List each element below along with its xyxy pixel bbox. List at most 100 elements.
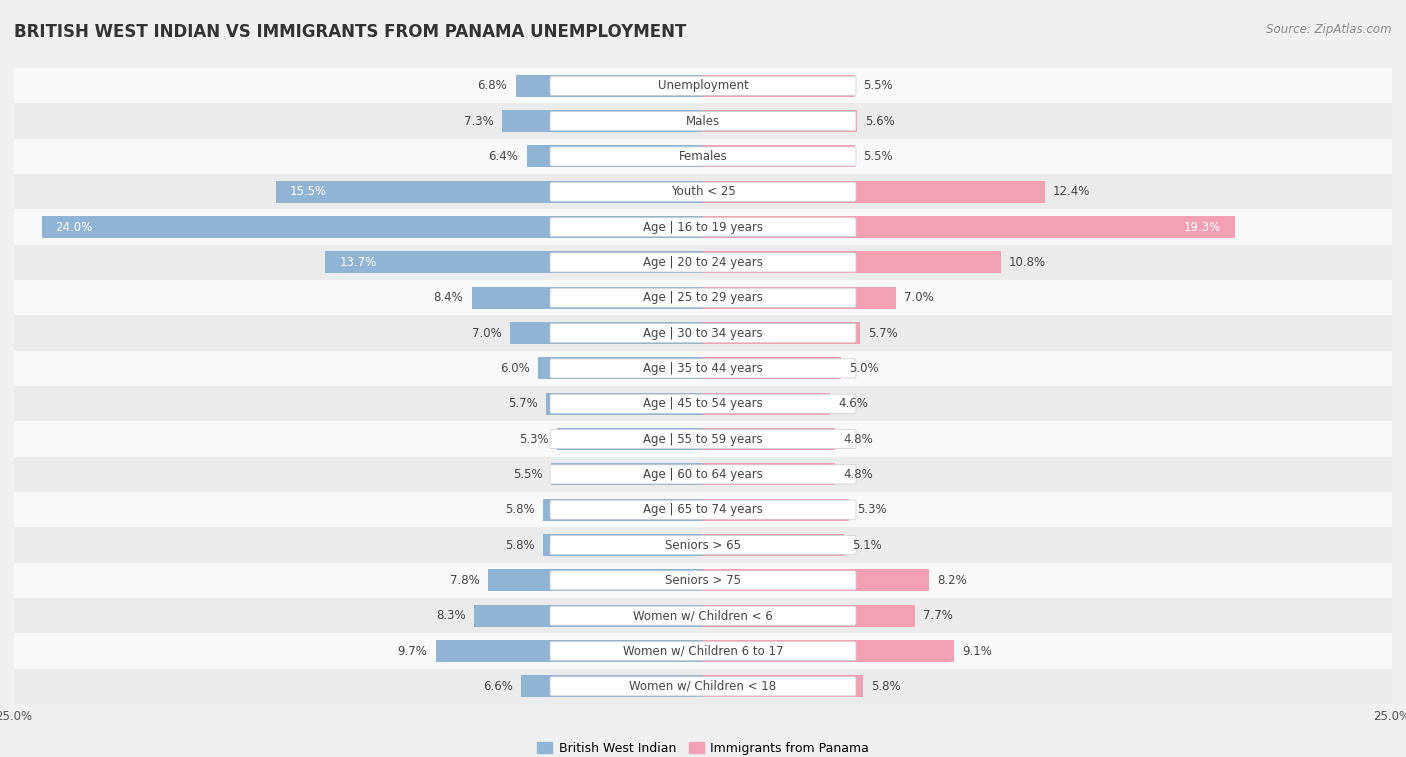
Bar (703, 463, 835, 485)
FancyBboxPatch shape (550, 217, 856, 237)
Bar (703, 322, 860, 344)
Bar (510, 322, 703, 344)
Bar (516, 75, 703, 97)
Text: Women w/ Children < 6: Women w/ Children < 6 (633, 609, 773, 622)
Bar (276, 181, 703, 203)
Text: 7.8%: 7.8% (450, 574, 479, 587)
Text: 5.5%: 5.5% (513, 468, 543, 481)
Legend: British West Indian, Immigrants from Panama: British West Indian, Immigrants from Pan… (537, 742, 869, 755)
FancyBboxPatch shape (550, 606, 856, 625)
Bar (14, 562, 1392, 598)
Text: 5.8%: 5.8% (872, 680, 901, 693)
Text: Males: Males (686, 114, 720, 128)
FancyBboxPatch shape (550, 111, 856, 131)
Text: 12.4%: 12.4% (1053, 185, 1091, 198)
Text: 7.3%: 7.3% (464, 114, 494, 128)
Text: 8.2%: 8.2% (938, 574, 967, 587)
Bar (703, 499, 849, 521)
Bar (14, 104, 1392, 139)
Text: Unemployment: Unemployment (658, 79, 748, 92)
Bar (14, 634, 1392, 668)
Bar (703, 217, 1234, 238)
FancyBboxPatch shape (550, 182, 856, 201)
FancyBboxPatch shape (550, 76, 856, 95)
Text: Age | 45 to 54 years: Age | 45 to 54 years (643, 397, 763, 410)
Text: Age | 65 to 74 years: Age | 65 to 74 years (643, 503, 763, 516)
Bar (14, 598, 1392, 634)
Bar (551, 463, 703, 485)
Bar (436, 640, 703, 662)
Bar (527, 145, 703, 167)
Text: Seniors > 75: Seniors > 75 (665, 574, 741, 587)
FancyBboxPatch shape (550, 571, 856, 590)
FancyBboxPatch shape (550, 394, 856, 413)
Bar (703, 75, 855, 97)
Bar (14, 280, 1392, 316)
Bar (471, 287, 703, 309)
FancyBboxPatch shape (550, 535, 856, 555)
Bar (537, 357, 703, 379)
Bar (546, 393, 703, 415)
Text: 9.7%: 9.7% (398, 644, 427, 658)
Bar (488, 569, 703, 591)
Bar (14, 422, 1392, 456)
Text: 19.3%: 19.3% (1184, 220, 1220, 234)
Bar (703, 534, 844, 556)
Bar (703, 428, 835, 450)
Bar (543, 499, 703, 521)
Text: Women w/ Children < 18: Women w/ Children < 18 (630, 680, 776, 693)
FancyBboxPatch shape (550, 677, 856, 696)
Text: 8.4%: 8.4% (433, 291, 463, 304)
Bar (703, 569, 929, 591)
Text: 5.5%: 5.5% (863, 79, 893, 92)
Text: 6.4%: 6.4% (488, 150, 519, 163)
FancyBboxPatch shape (550, 641, 856, 661)
Bar (522, 675, 703, 697)
Bar (14, 350, 1392, 386)
Bar (703, 287, 896, 309)
Bar (14, 668, 1392, 704)
Text: 7.0%: 7.0% (904, 291, 934, 304)
Text: 5.1%: 5.1% (852, 538, 882, 552)
Bar (703, 357, 841, 379)
Text: 9.1%: 9.1% (962, 644, 991, 658)
Text: Age | 60 to 64 years: Age | 60 to 64 years (643, 468, 763, 481)
FancyBboxPatch shape (550, 429, 856, 449)
FancyBboxPatch shape (550, 288, 856, 307)
Bar (14, 456, 1392, 492)
Text: 5.7%: 5.7% (508, 397, 537, 410)
Text: Women w/ Children 6 to 17: Women w/ Children 6 to 17 (623, 644, 783, 658)
FancyBboxPatch shape (550, 465, 856, 484)
Bar (14, 210, 1392, 245)
Text: 4.6%: 4.6% (838, 397, 868, 410)
Bar (502, 111, 703, 132)
Bar (543, 534, 703, 556)
Bar (703, 111, 858, 132)
Text: Source: ZipAtlas.com: Source: ZipAtlas.com (1267, 23, 1392, 36)
Bar (703, 145, 855, 167)
Text: 5.0%: 5.0% (849, 362, 879, 375)
Bar (703, 640, 953, 662)
Text: 10.8%: 10.8% (1010, 256, 1046, 269)
Bar (325, 251, 703, 273)
FancyBboxPatch shape (550, 323, 856, 343)
Text: 5.7%: 5.7% (869, 326, 898, 340)
Bar (703, 181, 1045, 203)
Bar (14, 245, 1392, 280)
Bar (703, 605, 915, 627)
Bar (14, 386, 1392, 422)
FancyBboxPatch shape (550, 500, 856, 519)
Text: 7.0%: 7.0% (472, 326, 502, 340)
Text: BRITISH WEST INDIAN VS IMMIGRANTS FROM PANAMA UNEMPLOYMENT: BRITISH WEST INDIAN VS IMMIGRANTS FROM P… (14, 23, 686, 41)
Text: Age | 16 to 19 years: Age | 16 to 19 years (643, 220, 763, 234)
Text: Age | 30 to 34 years: Age | 30 to 34 years (643, 326, 763, 340)
Text: Females: Females (679, 150, 727, 163)
Text: 6.6%: 6.6% (484, 680, 513, 693)
FancyBboxPatch shape (550, 253, 856, 272)
Text: 13.7%: 13.7% (339, 256, 377, 269)
Text: 7.7%: 7.7% (924, 609, 953, 622)
Bar (14, 492, 1392, 528)
Bar (14, 528, 1392, 562)
Text: 4.8%: 4.8% (844, 432, 873, 446)
Text: 6.8%: 6.8% (478, 79, 508, 92)
